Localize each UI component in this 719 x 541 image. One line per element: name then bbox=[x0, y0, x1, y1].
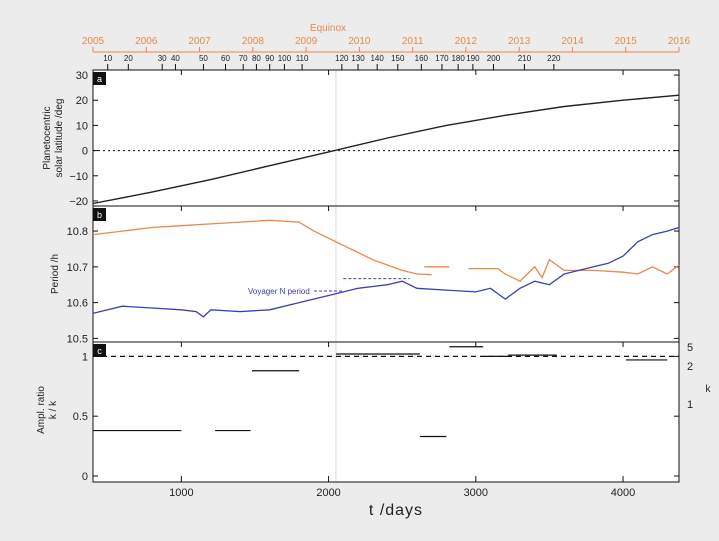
panel-c-ylabel-1: Ampl. ratio bbox=[36, 386, 47, 434]
panel-c-tag: c bbox=[97, 346, 102, 356]
panel-c-tag-box bbox=[93, 344, 106, 357]
south-period-line bbox=[92, 226, 680, 318]
x-tick-label: 2000 bbox=[316, 487, 340, 499]
year-tick-label: 2006 bbox=[135, 36, 158, 47]
voyager-annotation: Voyager N period bbox=[248, 287, 310, 296]
y-tick-label: 10.7 bbox=[67, 262, 88, 274]
year-tick-label: 2014 bbox=[561, 36, 584, 47]
panel-a-ylabel-1: Planetocentric bbox=[42, 106, 53, 169]
orbit-tick-label: 160 bbox=[415, 54, 429, 63]
year-tick-label: 2015 bbox=[615, 36, 638, 47]
year-tick-label: 2010 bbox=[348, 36, 371, 47]
panel-b-tag: b bbox=[97, 210, 102, 220]
orbit-tick-label: 20 bbox=[124, 54, 133, 63]
plot-background bbox=[93, 70, 679, 482]
orbit-tick-label: 210 bbox=[518, 54, 532, 63]
orbit-tick-label: 140 bbox=[370, 54, 384, 63]
orbit-tick-label: 80 bbox=[252, 54, 261, 63]
y-tick-label: 10.8 bbox=[67, 226, 88, 238]
orbit-tick-label: 100 bbox=[278, 54, 292, 63]
y-tick-label: 1 bbox=[82, 351, 88, 363]
year-tick-label: 2009 bbox=[295, 36, 318, 47]
y-tick-label: 10 bbox=[76, 120, 88, 132]
panel-a-tag: a bbox=[97, 74, 102, 84]
orbit-tick-label: 50 bbox=[199, 54, 208, 63]
k-tick-label: 5 bbox=[687, 342, 693, 354]
orbit-tick-label: 150 bbox=[391, 54, 405, 63]
orbit-axis: 10 20 30 40 50 60 70 80 90 100 110 120 130 140 150 160 1… bbox=[93, 54, 679, 71]
orbit-tick-label: 220 bbox=[547, 54, 561, 63]
axis-ticks: 1000 2000 3000 40003020100−10−2010.810.710.… bbox=[67, 70, 693, 499]
orbit-tick-label: 130 bbox=[351, 54, 365, 63]
year-tick-label: 2008 bbox=[242, 36, 265, 47]
orbit-tick-label: 110 bbox=[296, 54, 309, 63]
panel-b-tag-box bbox=[93, 208, 106, 221]
orbit-tick-label: 70 bbox=[239, 54, 248, 63]
orbit-tick-label: 190 bbox=[466, 54, 480, 63]
y-tick-label: 10.6 bbox=[67, 298, 88, 310]
north-period-line bbox=[92, 219, 432, 276]
k-tick-label: 2 bbox=[687, 361, 693, 373]
year-tick-label: 2007 bbox=[188, 36, 211, 47]
year-axis: 2005 2006 2007 2008 2009 2010 2011 2012 2013 2014… bbox=[82, 36, 691, 53]
panel-c-ylabel-2: k / k bbox=[48, 400, 59, 419]
year-tick-label: 2011 bbox=[402, 36, 424, 47]
orbit-tick-label: 60 bbox=[221, 54, 230, 63]
panel-a-ylabel-2: solar latitude /deg bbox=[54, 99, 65, 178]
solar-latitude-line bbox=[92, 94, 680, 205]
year-tick-label: 2016 bbox=[668, 36, 691, 47]
x-tick-label: 4000 bbox=[611, 487, 635, 499]
north-period-line-late bbox=[468, 258, 680, 282]
equinox-label: Equinox bbox=[310, 23, 346, 34]
orbit-tick-label: 30 bbox=[158, 54, 167, 63]
y-tick-label: 20 bbox=[76, 95, 88, 107]
y-tick-label: 30 bbox=[76, 70, 88, 82]
x-tick-label: 1000 bbox=[169, 487, 193, 499]
x-axis-title: t /days bbox=[369, 502, 423, 519]
year-tick-label: 2005 bbox=[82, 36, 105, 47]
y-tick-label: 0.5 bbox=[73, 411, 88, 423]
orbit-tick-label: 170 bbox=[435, 54, 449, 63]
year-tick-label: 2013 bbox=[508, 36, 531, 47]
series-layer bbox=[92, 94, 680, 438]
orbit-tick-label: 200 bbox=[487, 54, 501, 63]
orbit-tick-label: 10 bbox=[103, 54, 112, 63]
y-tick-label: 10.5 bbox=[67, 333, 88, 345]
orbit-tick-label: 90 bbox=[265, 54, 274, 63]
y-tick-label: −10 bbox=[69, 171, 88, 183]
y-tick-label: 0 bbox=[82, 471, 88, 483]
year-tick-label: 2012 bbox=[455, 36, 478, 47]
x-tick-label: 3000 bbox=[464, 487, 488, 499]
y-tick-label: −20 bbox=[69, 196, 88, 208]
panel-c-right-label: k bbox=[706, 384, 712, 395]
orbit-tick-label: 120 bbox=[335, 54, 349, 63]
panel-c-frame bbox=[92, 341, 680, 483]
panel-b-ylabel: Period /h bbox=[50, 254, 61, 294]
y-tick-label: 0 bbox=[82, 146, 88, 158]
k-tick-label: 1 bbox=[687, 399, 693, 411]
orbit-tick-label: 40 bbox=[171, 54, 180, 63]
orbit-tick-label: 180 bbox=[451, 54, 465, 63]
